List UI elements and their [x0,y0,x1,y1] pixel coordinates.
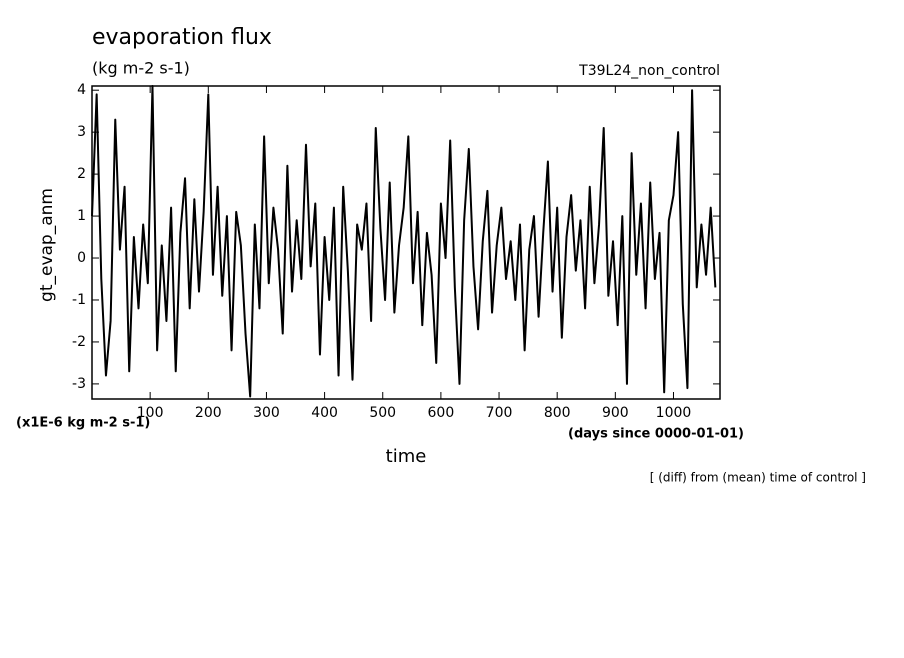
y-axis-label: gt_evap_anm [37,188,57,302]
y-tick-label: 2 [77,166,86,182]
x-tick-label: 400 [311,405,338,421]
plot-frame [91,85,721,400]
y-tick-label: 0 [77,250,86,266]
x-tick-label: 900 [602,405,629,421]
y-unit: (x1E-6 kg m-2 s-1) [16,416,150,431]
y-tick-label: -2 [72,334,86,350]
y-tick-label: 3 [77,124,86,140]
run-label: T39L24_non_control [578,63,720,79]
x-tick-label: 700 [486,405,513,421]
y-tick-label: -3 [72,376,86,392]
subtitle: (kg m-2 s-1) [92,59,190,78]
x-tick-label: 800 [544,405,571,421]
x-tick-label: 500 [369,405,396,421]
x-unit: (days since 0000-01-01) [568,427,744,442]
y-tick-label: -1 [72,292,86,308]
chart-title: evaporation flux [92,25,272,50]
x-tick-label: 300 [253,405,280,421]
annotation: [ (diff) from (mean) time of control ] [650,471,866,485]
y-tick-label: 1 [77,208,86,224]
data-line [91,85,717,398]
y-tick-label: 4 [77,82,86,98]
x-tick-label: 200 [195,405,222,421]
x-tick-label: 600 [428,405,455,421]
x-tick-label: 1000 [656,405,692,421]
x-tick-label: 100 [137,405,164,421]
x-axis-label: time [386,446,427,467]
